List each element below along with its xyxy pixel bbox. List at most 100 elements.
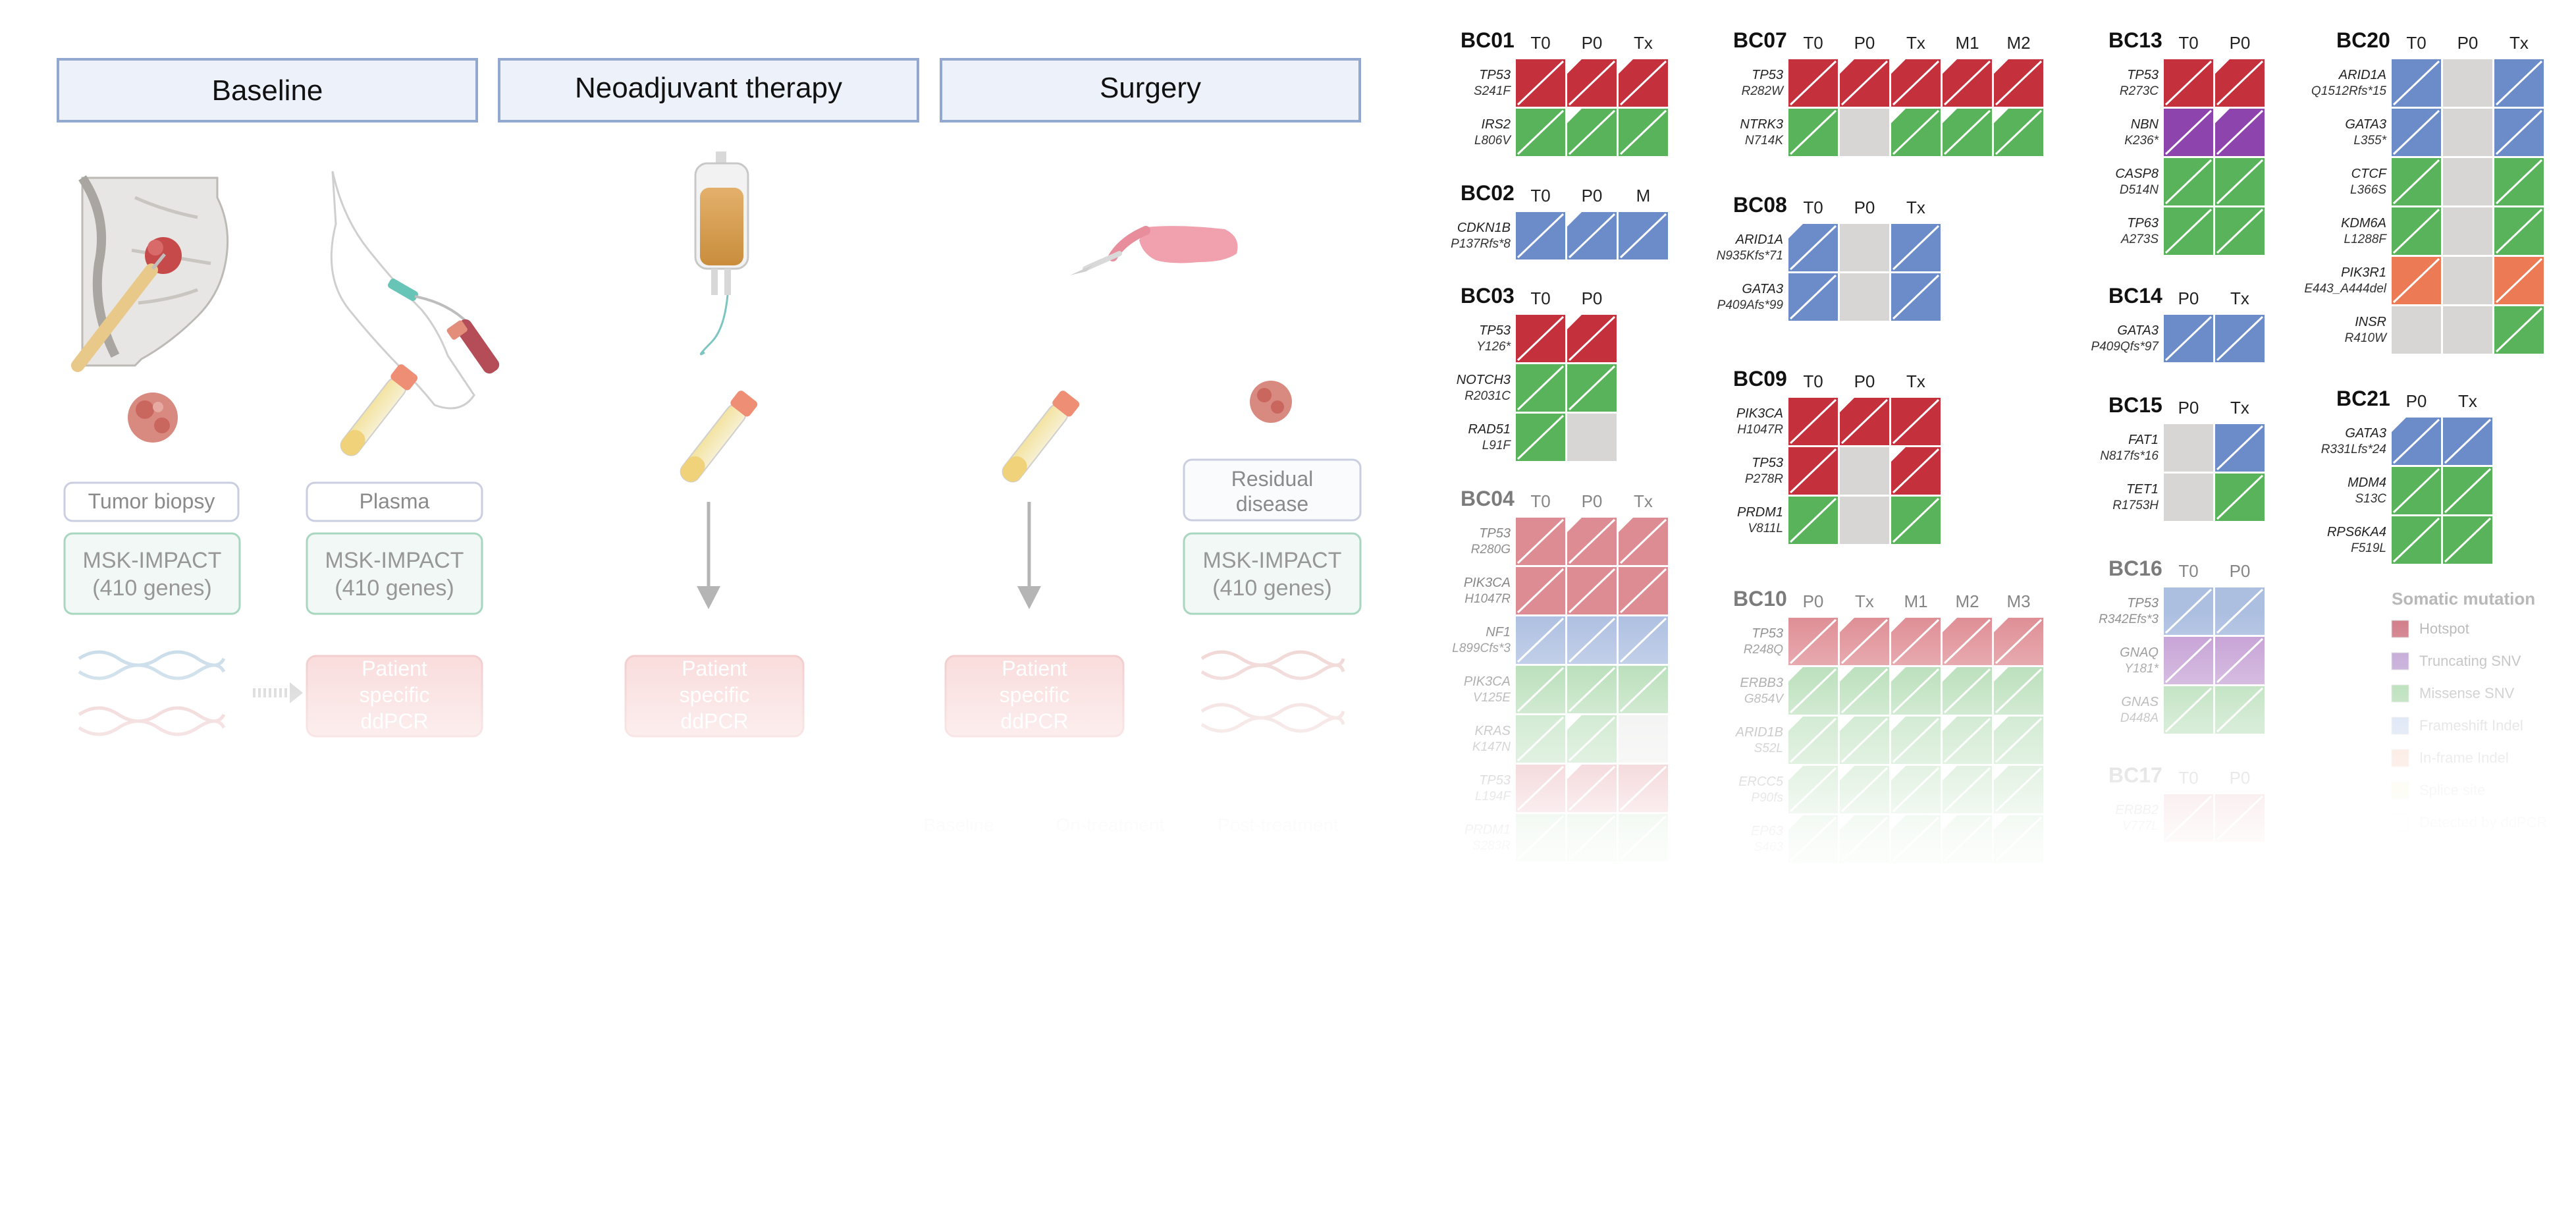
msk-impact-box: MSK-IMPACT (410 genes) bbox=[1183, 532, 1362, 615]
gene-label: KDM6A bbox=[2341, 216, 2386, 231]
variant-label: N714K bbox=[1745, 134, 1784, 148]
cell-diagonal bbox=[1516, 518, 1565, 564]
ddpcr-flag-icon bbox=[1943, 109, 1957, 123]
cell-diagonal bbox=[2392, 109, 2440, 155]
legend-item: Truncating SNV bbox=[2391, 652, 2521, 670]
timeline-label: Baseline bbox=[923, 815, 994, 835]
timepoint-label: T0 bbox=[1530, 288, 1550, 308]
variant-label: S463 bbox=[1754, 840, 1784, 854]
timepoint-label: T0 bbox=[2178, 768, 2198, 788]
gene-label: PRDM1 bbox=[1737, 505, 1783, 520]
mutation-cell bbox=[2443, 306, 2492, 354]
gene-label: MDM4 bbox=[2348, 476, 2386, 490]
gene-label: TP53 bbox=[2127, 596, 2159, 611]
svg-text:(410 genes): (410 genes) bbox=[1212, 576, 1331, 601]
residual-disease-label: Residual disease bbox=[1183, 458, 1362, 522]
residual-tissue-icon bbox=[1250, 381, 1292, 423]
cell-diagonal bbox=[2392, 258, 2440, 304]
cell-diagonal bbox=[1892, 274, 1940, 320]
svg-text:Tumor biopsy: Tumor biopsy bbox=[88, 489, 215, 513]
legend-swatch bbox=[2391, 717, 2409, 735]
cell-diagonal bbox=[1789, 274, 1837, 320]
cell-diagonal bbox=[1619, 568, 1667, 614]
svg-text:(410 genes): (410 genes) bbox=[92, 576, 211, 601]
timepoint-label: T0 bbox=[2178, 33, 2198, 53]
cell-diagonal bbox=[1568, 365, 1616, 411]
blood-draw-arm-icon bbox=[330, 171, 500, 410]
mutation-cell bbox=[1619, 715, 1668, 763]
variant-label: R273C bbox=[2120, 84, 2159, 98]
ddpcr-flag-icon bbox=[1943, 59, 1957, 74]
variant-label: V777L bbox=[2122, 819, 2159, 833]
plasma-tube-icon bbox=[340, 364, 418, 456]
variant-label: R2031C bbox=[1464, 389, 1511, 403]
variant-label: R282W bbox=[1742, 84, 1784, 98]
timepoint-label: T0 bbox=[1803, 371, 1823, 391]
gene-label: TP53 bbox=[1479, 773, 1511, 788]
timepoint-label: Tx bbox=[1906, 371, 1925, 391]
svg-text:ddPCR: ddPCR bbox=[1000, 709, 1068, 733]
mutation-cell bbox=[2164, 474, 2213, 521]
gene-label: ERCC5 bbox=[1738, 775, 1784, 789]
cell-diagonal bbox=[2164, 60, 2213, 106]
timepoint-label: P0 bbox=[1582, 491, 1603, 511]
gene-label: CASP8 bbox=[2115, 167, 2159, 181]
timepoint-label: P0 bbox=[1582, 186, 1603, 205]
mutation-cell bbox=[1840, 224, 1889, 271]
msk-impact-box: MSK-IMPACT (410 genes) bbox=[63, 532, 241, 615]
cell-diagonal bbox=[1840, 60, 1889, 106]
patient-panel-bc17: BC17 T0 P0 ERBB2 V777L bbox=[2108, 763, 2265, 842]
patient-panel-bc13: BC13 T0 P0 TP53 R273C NBN K236* CASP8 D514N TP63A… bbox=[2108, 28, 2265, 255]
gene-label: GATA3 bbox=[2117, 323, 2159, 338]
ddpcr-flag-icon bbox=[1619, 518, 1633, 532]
gene-label: ERBB2 bbox=[2115, 803, 2159, 817]
gene-label: INSR bbox=[2355, 315, 2386, 329]
mutation-cell bbox=[2164, 424, 2213, 472]
legend-swatch bbox=[2391, 652, 2409, 670]
variant-label: R331Lfs*24 bbox=[2321, 443, 2386, 456]
gene-label: PIK3R1 bbox=[2341, 265, 2386, 280]
patient-id: BC13 bbox=[2108, 28, 2162, 52]
tumor-biopsy-label: Tumor biopsy bbox=[63, 481, 240, 522]
ddpcr-flag-icon bbox=[2215, 109, 2230, 123]
timepoint-label: P0 bbox=[2178, 398, 2199, 418]
gene-label: TP53 bbox=[2127, 68, 2159, 82]
patient-panel-bc09: BC09 T0 P0 Tx PIK3CA H1047R TP53 P278R PRDM1 V811… bbox=[1733, 367, 1941, 544]
mutation-cell bbox=[1840, 497, 1889, 544]
cell-diagonal bbox=[2216, 474, 2264, 520]
timepoint-label: M1 bbox=[1904, 591, 1927, 611]
cell-diagonal bbox=[2392, 418, 2440, 464]
mutation-cell bbox=[1840, 273, 1889, 321]
cell-diagonal bbox=[1789, 398, 1837, 445]
legend-item: Splice site bbox=[2391, 781, 2485, 800]
gene-label: GATA3 bbox=[2345, 117, 2386, 132]
mutation-cell bbox=[2443, 59, 2492, 107]
cell-diagonal bbox=[1789, 60, 1837, 106]
cell-diagonal bbox=[2495, 208, 2543, 254]
timepoint-label: Tx bbox=[1634, 491, 1653, 511]
ddpcr-flag-icon bbox=[1891, 447, 1906, 462]
svg-text:specific: specific bbox=[360, 683, 430, 707]
gene-label: PIK3CA bbox=[1464, 576, 1511, 590]
variant-label: N935Kfs*71 bbox=[1717, 249, 1783, 263]
patient-id: BC15 bbox=[2108, 393, 2162, 417]
svg-text:Patient: Patient bbox=[682, 657, 747, 680]
ddpcr-flag-icon bbox=[1567, 518, 1582, 532]
dna-icon bbox=[78, 650, 226, 736]
variant-label: D448A bbox=[2120, 711, 2159, 725]
gene-label: NBN bbox=[2131, 117, 2159, 132]
cell-diagonal bbox=[1619, 518, 1667, 564]
variant-label: R280G bbox=[1471, 543, 1511, 557]
variant-label: K147N bbox=[1472, 740, 1511, 754]
mutation-panels: BC01 T0 P0 Tx TP53 S241F IRS2 L806V BC02 T0 P0 M CDK… bbox=[1451, 28, 2544, 863]
variant-label: P137Rfs*8 bbox=[1451, 237, 1511, 251]
ddpcr-flag-icon bbox=[1567, 59, 1582, 74]
timepoint-label: T0 bbox=[1530, 491, 1550, 511]
timepoint-label: T0 bbox=[1803, 198, 1823, 217]
ddpcr-flag-icon bbox=[1891, 109, 1906, 123]
ddpcr-flag-icon bbox=[1619, 59, 1633, 74]
svg-text:Patient: Patient bbox=[362, 657, 427, 680]
down-arrow-icon bbox=[697, 502, 720, 609]
variant-label: S52L bbox=[1754, 742, 1783, 755]
